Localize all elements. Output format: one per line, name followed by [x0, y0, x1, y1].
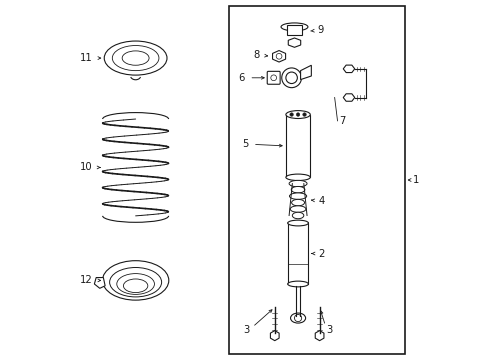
Circle shape — [286, 72, 297, 84]
Ellipse shape — [123, 279, 148, 293]
Polygon shape — [343, 94, 355, 101]
Circle shape — [294, 315, 302, 321]
Text: 7: 7 — [339, 116, 345, 126]
Ellipse shape — [288, 220, 309, 226]
Ellipse shape — [292, 199, 304, 206]
Ellipse shape — [288, 281, 309, 287]
Bar — [288, 223, 309, 284]
Ellipse shape — [112, 45, 159, 71]
Circle shape — [276, 53, 282, 59]
Text: 8: 8 — [254, 50, 260, 60]
Circle shape — [271, 75, 276, 81]
Ellipse shape — [286, 174, 310, 180]
Ellipse shape — [293, 212, 304, 219]
Bar — [287, 25, 302, 36]
Text: 5: 5 — [242, 139, 248, 149]
Ellipse shape — [282, 68, 301, 87]
Text: 1: 1 — [413, 175, 419, 185]
Text: 11: 11 — [80, 53, 93, 63]
Text: 3: 3 — [327, 325, 333, 335]
Ellipse shape — [286, 111, 310, 118]
Ellipse shape — [117, 274, 154, 294]
Text: 4: 4 — [318, 196, 325, 206]
FancyBboxPatch shape — [267, 71, 280, 84]
Polygon shape — [270, 330, 279, 341]
Text: 9: 9 — [318, 26, 324, 35]
Polygon shape — [272, 50, 286, 62]
Ellipse shape — [104, 41, 167, 75]
Circle shape — [303, 113, 306, 116]
Polygon shape — [288, 38, 301, 47]
Polygon shape — [95, 278, 105, 288]
Ellipse shape — [290, 206, 306, 212]
Ellipse shape — [290, 193, 307, 199]
Circle shape — [296, 113, 300, 116]
Polygon shape — [343, 65, 355, 73]
Text: 6: 6 — [239, 73, 245, 83]
Ellipse shape — [289, 180, 307, 187]
Ellipse shape — [122, 51, 149, 65]
Ellipse shape — [291, 313, 306, 323]
Ellipse shape — [110, 267, 162, 297]
Polygon shape — [300, 65, 311, 80]
Bar — [229, 6, 405, 354]
Ellipse shape — [281, 23, 308, 31]
Bar — [286, 114, 310, 177]
Polygon shape — [315, 330, 324, 341]
Ellipse shape — [102, 261, 169, 300]
Text: 10: 10 — [80, 162, 93, 172]
Circle shape — [290, 113, 294, 116]
Text: 2: 2 — [318, 248, 325, 258]
Ellipse shape — [291, 186, 305, 193]
Text: 3: 3 — [243, 325, 249, 335]
Text: 12: 12 — [80, 275, 93, 285]
